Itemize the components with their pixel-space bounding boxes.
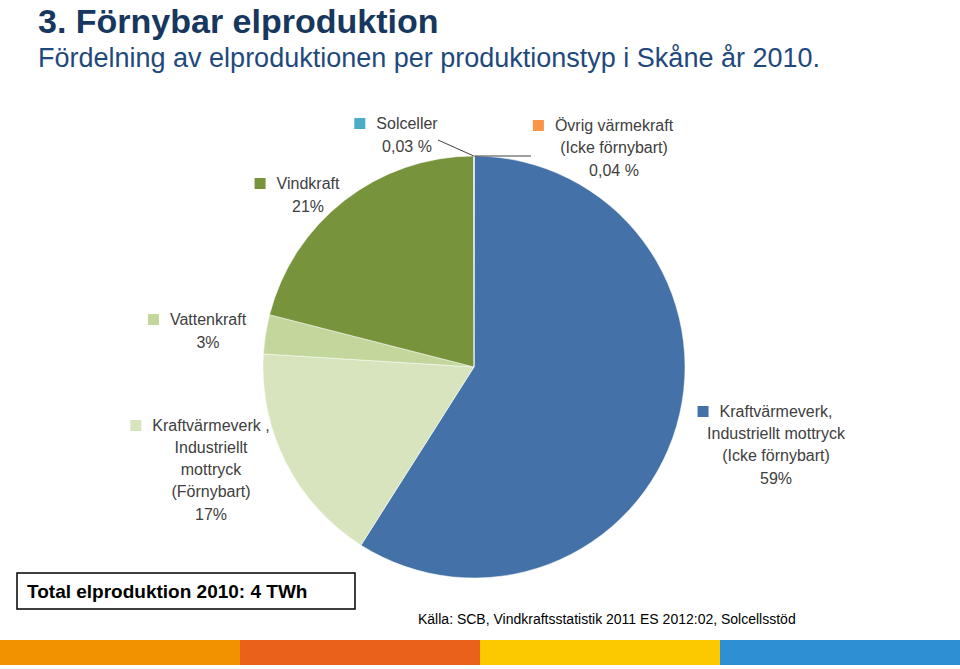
legend-swatch [148,314,159,325]
slice-label: Vattenkraft 3% [148,311,247,351]
legend-swatch [130,420,141,431]
data-label: 21% [292,198,324,215]
total-box: Total elproduktion 2010: 4 TWh [17,573,355,609]
leader-line [438,140,474,156]
annotation-frame [17,573,355,609]
legend-swatch [354,118,365,129]
legend-swatch [533,120,544,131]
category-label: Solceller [376,115,438,132]
decor-stripe [720,640,960,665]
category-label: Vattenkraft [170,311,247,328]
decor-stripe [0,640,240,665]
chart: 3. Förnybar elproduktionFördelning av el… [0,0,960,669]
legend-swatch [698,406,709,417]
leader-line [474,156,531,157]
decor-stripe [240,640,480,665]
data-label: 3% [196,334,219,351]
pie [263,156,685,578]
labels: Övrig värmekraft(Icke förnybart) 0,04 % Kr… [130,115,846,523]
category-label: Kraftvärmeverk ,Industrielltmottryck(För… [152,417,269,500]
slice-label: Solceller 0,03 % [354,115,473,156]
decor-stripe [480,640,720,665]
data-label: 17% [195,506,227,523]
plot-area [263,156,685,578]
category-label: Övrig värmekraft(Icke förnybart) [555,117,674,156]
title: 3. Förnybar elproduktion [38,2,438,40]
slice-label: Kraftvärmeverk ,Industrielltmottryck(För… [130,417,269,523]
category-label: Vindkraft [277,175,340,192]
pie-slice [263,354,474,545]
data-label: 0,04 % [589,162,639,179]
slice-label: Kraftvärmeverk,Industriellt mottryck(Ick… [698,403,846,487]
data-label: 59% [760,470,792,487]
annotation: Total elproduktion 2010: 4 TWh [27,581,307,602]
pie-slice [473,156,474,367]
legend-swatch [255,178,266,189]
subtitle: Fördelning av elproduktionen per produkt… [38,43,820,73]
source: Källa: SCB, Vindkraftsstatistik 2011 ES … [418,611,796,627]
slice-label: Vindkraft 21% [255,175,340,215]
category-label: Kraftvärmeverk,Industriellt mottryck(Ick… [707,403,846,464]
data-label: 0,03 % [382,138,432,155]
pie-slice [270,156,474,367]
slice-label: Övrig värmekraft(Icke förnybart) 0,04 % [474,117,673,179]
